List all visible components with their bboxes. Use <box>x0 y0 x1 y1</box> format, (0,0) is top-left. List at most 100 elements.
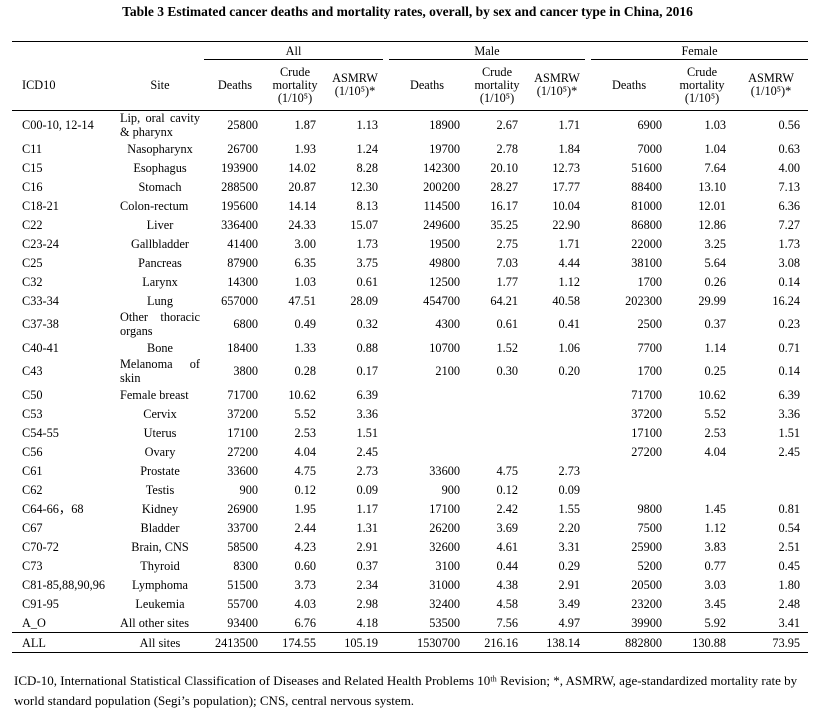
cell-value <box>468 442 526 461</box>
site-name: Female breast <box>120 387 189 402</box>
cell-value: 2.73 <box>558 463 581 478</box>
cell-value: 10.62 <box>288 387 316 402</box>
icd-code: C50 <box>22 387 43 402</box>
cell-value: 4.04 <box>704 444 727 459</box>
cell-value: 6.36 <box>778 198 801 213</box>
icd-code: A_O <box>22 615 46 630</box>
cell-value: 2.67 <box>496 118 519 132</box>
cell-value: 2.45 <box>356 444 379 459</box>
cell-value: 2.98 <box>356 596 379 611</box>
icd-code: C15 <box>22 160 43 175</box>
group-header: Female <box>588 42 809 60</box>
cell-value: 1.77 <box>496 274 519 289</box>
cell-value: 31000 <box>429 577 461 592</box>
cell-value: 2.53 <box>704 425 727 440</box>
cell-value: 0.60 <box>294 558 316 573</box>
cell-value: 8300 <box>233 558 258 573</box>
cell-value: 202300 <box>625 293 663 308</box>
cell-value: 4.58 <box>496 596 519 611</box>
table-row: C25 Pancreas 87900 6.35 3.75 49800 7.03 4.44 381… <box>12 253 808 272</box>
column-header: ASMRW (1/10⁵)* <box>748 71 794 98</box>
cell-value: 47.51 <box>288 293 316 308</box>
cell-value: 51600 <box>631 160 663 175</box>
icd-code: C56 <box>22 444 43 459</box>
cell-value: 6.39 <box>778 387 801 402</box>
cell-value: 0.37 <box>356 558 379 573</box>
table-row: C18-21 Colon-rectum 195600 14.14 8.13 114500 1… <box>12 196 808 215</box>
cell-value: 18400 <box>227 340 258 355</box>
cell-value: 15.07 <box>350 217 379 232</box>
cell-value: 0.44 <box>496 558 519 573</box>
cell-value: 2.91 <box>356 539 379 554</box>
table-row: C67 Bladder 33700 2.44 1.31 26200 3.69 2.20 7500… <box>12 518 808 537</box>
cell-value: 5.52 <box>704 406 727 421</box>
cell-value: 17.77 <box>552 179 581 194</box>
cell-value: 0.32 <box>356 317 379 331</box>
cell-value: 27200 <box>227 444 258 459</box>
cell-value: 0.56 <box>778 118 801 132</box>
rule <box>12 41 808 42</box>
cell-value: 4.18 <box>356 615 379 630</box>
cell-value: 41400 <box>227 236 258 251</box>
cell-value: 14.14 <box>288 198 316 213</box>
cell-value: 2.45 <box>778 444 801 459</box>
site-name: Nasopharynx <box>127 141 193 156</box>
cell-value: 6.76 <box>294 615 316 630</box>
cell-value: 454700 <box>423 293 461 308</box>
site-name: Colon-rectum <box>120 198 189 213</box>
cell-value: 0.23 <box>778 317 801 331</box>
cell-value: 3.45 <box>704 596 727 611</box>
cell-value: 1.03 <box>294 274 316 289</box>
table-row: C23-24 Gallbladder 41400 3.00 1.73 19500 2.75 1… <box>12 234 808 253</box>
cell-value: 1.87 <box>294 118 316 132</box>
cell-value: 10700 <box>429 340 461 355</box>
cell-value: 4.97 <box>558 615 581 630</box>
cell-value: 1.71 <box>558 236 581 251</box>
cell-value: 19500 <box>429 236 461 251</box>
cell-value <box>386 423 468 442</box>
cell-value: 3.41 <box>778 615 801 630</box>
cell-value: 138.14 <box>546 635 581 650</box>
cell-value: 3.25 <box>704 236 727 251</box>
icd-code: C33-34 <box>22 293 59 308</box>
site-name: Lung <box>147 293 173 308</box>
cell-value: 0.61 <box>356 274 379 289</box>
cell-value: 14.02 <box>288 160 316 175</box>
cell-value: 71700 <box>227 387 258 402</box>
cell-value: 3.08 <box>778 255 801 270</box>
cell-value <box>386 404 468 423</box>
icd-code: C70-72 <box>22 539 59 554</box>
table-row: C73 Thyroid 8300 0.60 0.37 3100 0.44 0.29 5200 0.… <box>12 556 808 575</box>
cell-value: 6900 <box>637 118 663 132</box>
cell-value: 17100 <box>227 425 258 440</box>
cell-value: 7700 <box>637 340 663 355</box>
cell-value: 2100 <box>435 364 461 378</box>
cell-value: 3100 <box>435 558 461 573</box>
cell-value: 1.93 <box>294 141 316 156</box>
column-header: Deaths <box>409 78 445 92</box>
cell-value: 3800 <box>233 364 258 378</box>
cell-value: 33600 <box>227 463 258 478</box>
cell-value: 12.86 <box>698 217 727 232</box>
icd-code: C32 <box>22 274 43 289</box>
site-name: Larynx <box>142 274 178 289</box>
cell-value: 0.54 <box>778 520 801 535</box>
cell-value: 35.25 <box>490 217 519 232</box>
icd-code: C16 <box>22 179 43 194</box>
cell-value: 1.51 <box>356 425 379 440</box>
icd-code: C11 <box>22 141 43 156</box>
cell-value: 27200 <box>631 444 663 459</box>
icd-code: C64-66，68 <box>22 501 84 516</box>
cell-value: 249600 <box>423 217 461 232</box>
cell-value: 1.04 <box>704 141 727 156</box>
cell-value: 3.36 <box>356 406 379 421</box>
icd-code: C67 <box>22 520 43 535</box>
cell-value: 2.91 <box>558 577 581 592</box>
site-name: Lip, oral cavity & pharynx <box>120 111 200 139</box>
cell-value: 55700 <box>227 596 258 611</box>
cell-value: 8.28 <box>356 160 379 175</box>
cell-value: 0.37 <box>704 317 727 331</box>
icd-code: C54-55 <box>22 425 59 440</box>
cell-value: 882800 <box>625 635 663 650</box>
